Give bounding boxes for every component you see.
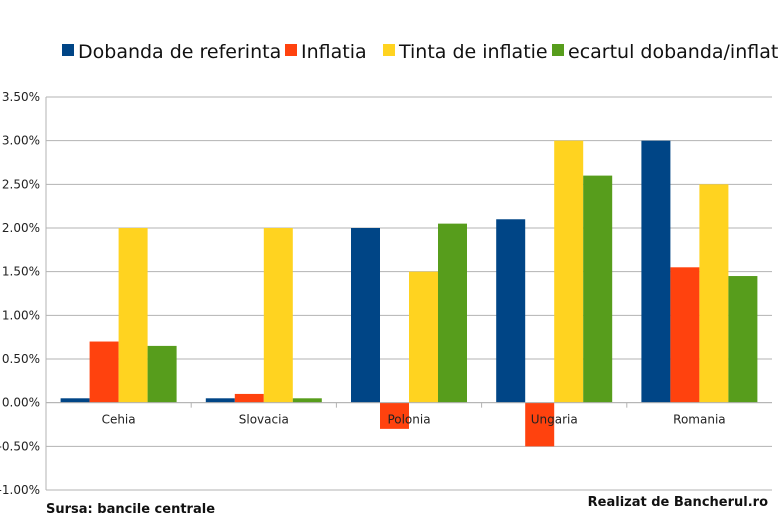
bar-ecartul-dobanda-inflatie-ungaria [583,175,613,403]
category-labels: Cehia Slovacia Polonia Ungaria Romania [102,413,726,427]
category-label: Ungaria [531,413,578,427]
legend-swatch [62,44,74,56]
y-tick-label: 1.50% [2,265,40,279]
y-tick-label: 0.00% [2,396,40,410]
bar-dobanda-de-referinta-romania [641,140,671,403]
category-label: Cehia [102,413,136,427]
y-tick-label: 2.00% [2,221,40,235]
y-tick-label: -0.50% [0,439,40,453]
bar-ecartul-dobanda-inflatie-cehia [147,345,177,403]
bar-ecartul-dobanda-inflatie-romania [728,276,758,403]
legend-swatch [383,44,395,56]
legend-label: Tinta de inflatie [398,41,548,63]
y-tick-label: -1.00% [0,483,40,497]
bar-ecartul-dobanda-inflatie-polonia [438,223,467,403]
legend-swatch [552,44,564,56]
bars [60,140,758,447]
bar-inflatia-slovacia [234,393,264,403]
y-tick-label: 2.50% [2,177,40,191]
legend-label: ecartul dobanda/inflatie [568,41,778,63]
chart-legend: Dobanda de referinta Inflatia Tinta de inf… [62,41,778,63]
y-tick-label: 3.00% [2,134,40,148]
bar-tinta-de-inflatie-romania [699,184,729,403]
category-label: Slovacia [239,413,289,427]
y-tick-label: 1.00% [2,308,40,322]
legend-swatch [285,44,297,56]
source-note: Sursa: bancile centrale [46,502,215,517]
bar-tinta-de-inflatie-ungaria [554,140,584,403]
bar-dobanda-de-referinta-slovacia [205,398,235,403]
bar-inflatia-romania [670,267,700,403]
category-label: Romania [673,413,725,427]
bar-inflatia-polonia [380,402,409,429]
credit-note: Realizat de Bancherul.ro [588,495,768,510]
bar-dobanda-de-referinta-cehia [60,398,90,403]
bar-inflatia-cehia [89,341,119,403]
legend-label: Dobanda de referinta [78,41,281,63]
bar-tinta-de-inflatie-polonia [409,271,438,403]
bar-tinta-de-inflatie-slovacia [263,228,293,403]
category-label: Polonia [387,413,430,427]
y-tick-label: 3.50% [2,90,40,104]
bar-dobanda-de-referinta-polonia [351,228,380,403]
bar-ecartul-dobanda-inflatie-slovacia [292,398,322,403]
axes [45,97,772,490]
bar-inflatia-ungaria [525,402,555,447]
legend-label: Inflatia [301,41,367,63]
bar-dobanda-de-referinta-ungaria [496,219,526,403]
y-tick-label: 0.50% [2,352,40,366]
bar-tinta-de-inflatie-cehia [118,228,148,403]
y-axis-tick-labels: 3.50% 3.00% 2.50% 2.00% 1.50% 1.00% 0.50% 0.00%… [0,90,40,497]
